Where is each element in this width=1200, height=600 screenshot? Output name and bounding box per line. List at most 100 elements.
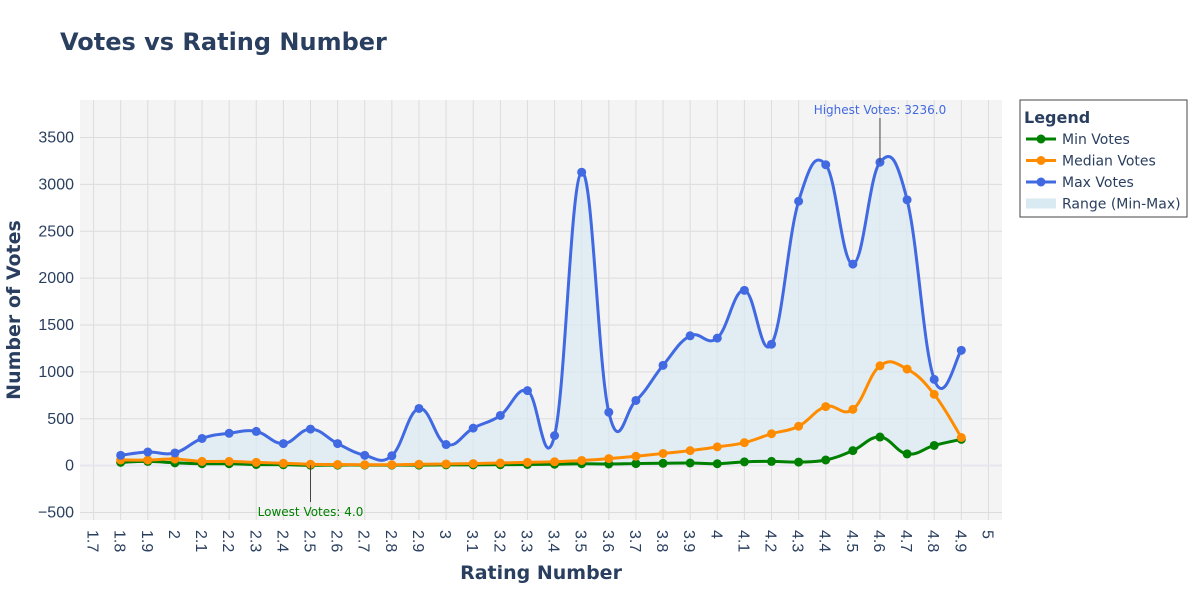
- x-tick-label: 4.9: [951, 530, 968, 552]
- legend-title: Legend: [1024, 108, 1090, 127]
- data-point: [875, 432, 885, 442]
- data-point: [495, 410, 505, 420]
- data-point: [495, 458, 505, 468]
- data-point: [712, 442, 722, 452]
- data-point: [739, 285, 749, 295]
- data-point: [143, 455, 153, 465]
- data-point: [929, 374, 939, 384]
- data-point: [902, 364, 912, 374]
- data-point: [143, 447, 153, 457]
- x-tick-label: 3.8: [653, 530, 670, 552]
- x-tick-label: 5: [978, 530, 995, 539]
- x-tick-label: 2.1: [192, 530, 209, 552]
- data-point: [929, 389, 939, 399]
- data-point: [821, 402, 831, 412]
- x-tick-label: 2.4: [273, 530, 290, 552]
- series-max-votes: [116, 155, 966, 462]
- x-tick-label: 1.7: [84, 530, 101, 552]
- x-tick-label: 2: [165, 530, 182, 539]
- x-tick-label: 3.1: [463, 530, 480, 552]
- legend-item: Median Votes: [1026, 154, 1156, 170]
- data-point: [767, 456, 776, 466]
- x-axis-ticks: 1.7 1.8 1.9 2 2.1 2.2 2.3 2.4 2.5 2.6 2.7 2.8 2.9 3 3.…: [84, 530, 996, 552]
- data-point: [848, 446, 858, 456]
- data-point: [468, 423, 478, 433]
- x-tick-label: 3.6: [599, 530, 616, 552]
- data-point: [116, 450, 126, 460]
- legend-swatch-fill: [1026, 198, 1056, 209]
- series-layer: [116, 155, 966, 470]
- data-point: [658, 458, 668, 468]
- y-axis-ticks: −500 0 500 1000 1500 2000 2500 3000 3500: [38, 130, 74, 522]
- legend-item: Max Votes: [1026, 175, 1134, 191]
- legend-label: Range (Min-Max): [1062, 197, 1181, 213]
- data-point: [387, 460, 397, 470]
- data-point: [712, 333, 722, 343]
- y-tick-label: 1000: [38, 364, 74, 381]
- x-tick-label: 3: [436, 530, 453, 539]
- data-point: [956, 433, 966, 442]
- x-tick-label: 2.7: [355, 530, 372, 552]
- data-point: [251, 457, 261, 467]
- data-point: [360, 460, 370, 470]
- x-tick-label: 3.2: [490, 530, 507, 552]
- x-tick-label: 4: [707, 530, 724, 539]
- y-tick-label: 3000: [38, 176, 74, 193]
- y-tick-label: 500: [47, 411, 74, 428]
- data-point: [360, 450, 370, 460]
- data-point: [441, 440, 451, 450]
- y-axis-title: Number of Votes: [3, 220, 25, 400]
- y-tick-label: 2500: [38, 223, 74, 240]
- data-point: [333, 439, 343, 449]
- legend-label: Max Votes: [1062, 175, 1134, 191]
- legend-item: Min Votes: [1026, 132, 1130, 148]
- annotation-layer: Highest Votes: 3236.0 Lowest Votes: 4.0: [258, 103, 947, 519]
- data-point: [956, 345, 966, 355]
- x-tick-label: 1.9: [138, 530, 155, 552]
- range-fill-area: [120, 156, 962, 466]
- y-tick-label: 2000: [38, 270, 74, 287]
- data-point: [658, 360, 668, 370]
- y-tick-label: 0: [65, 458, 74, 475]
- data-point: [251, 426, 261, 436]
- data-point: [685, 446, 695, 456]
- data-point: [658, 448, 668, 458]
- data-point: [685, 331, 695, 341]
- data-point: [902, 449, 912, 459]
- data-point: [522, 386, 532, 396]
- x-tick-label: 2.2: [219, 530, 236, 552]
- data-point: [414, 403, 424, 413]
- data-point: [929, 440, 939, 450]
- data-point: [306, 459, 315, 469]
- x-tick-label: 4.7: [897, 530, 914, 552]
- data-point: [577, 167, 587, 177]
- data-point: [631, 459, 641, 469]
- legend-label: Median Votes: [1062, 154, 1156, 170]
- legend-box: [1019, 99, 1188, 218]
- legend-items: Min Votes Median Votes Max Votes Range (Min…: [1026, 132, 1181, 213]
- data-point: [821, 160, 831, 170]
- data-point: [170, 448, 180, 458]
- x-axis-title: Rating Number: [460, 562, 623, 584]
- data-point: [631, 451, 641, 461]
- chart-title: Votes vs Rating Number: [60, 28, 387, 56]
- legend-item: Range (Min-Max): [1026, 197, 1181, 213]
- legend-swatch-marker: [1036, 177, 1046, 187]
- legend-swatch-marker: [1036, 134, 1046, 144]
- x-tick-label: 3.7: [626, 530, 643, 552]
- data-point: [387, 451, 397, 461]
- data-point: [875, 361, 885, 371]
- x-tick-label: 1.8: [111, 530, 128, 552]
- x-tick-label: 4.2: [762, 530, 779, 552]
- x-tick-label: 3.4: [545, 530, 562, 552]
- x-tick-label: 2.5: [301, 530, 318, 552]
- annotation-label: Highest Votes: 3236.0: [814, 103, 947, 117]
- data-point: [739, 438, 749, 448]
- data-point: [631, 395, 641, 405]
- data-point: [685, 458, 695, 468]
- x-tick-label: 4.1: [734, 530, 751, 552]
- legend-swatch-marker: [1036, 156, 1046, 165]
- y-tick-label: 3500: [38, 130, 74, 147]
- data-point: [550, 457, 560, 467]
